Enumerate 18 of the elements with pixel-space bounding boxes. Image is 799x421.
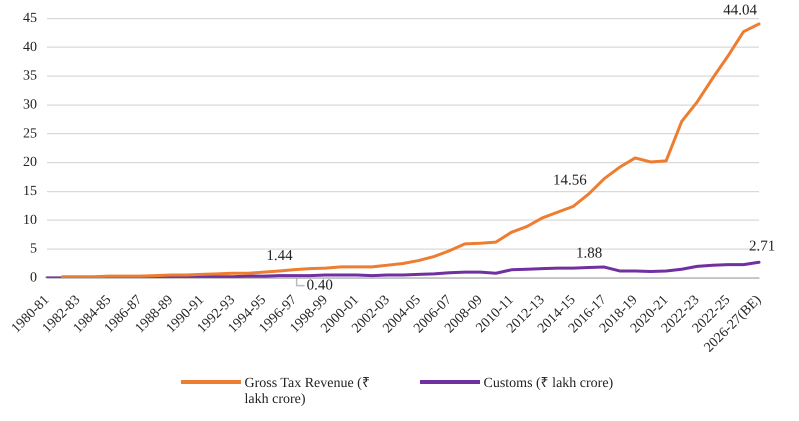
data-label: 1.44	[266, 248, 294, 264]
y-tick-label: 30	[22, 98, 37, 113]
data-label: 44.04	[723, 2, 758, 18]
legend-label: Customs (₹ lakh crore)	[484, 375, 614, 392]
data-label: 2.71	[749, 238, 776, 255]
y-tick-label: 45	[22, 11, 37, 26]
y-tick-label: 5	[30, 242, 37, 257]
y-tick-label: 20	[22, 155, 37, 170]
y-tick-label: 15	[22, 184, 37, 200]
data-label: 0.40	[306, 278, 333, 294]
y-tick-label: 10	[22, 212, 37, 228]
data-label: 14.56	[552, 172, 588, 188]
y-tick-label: 35	[22, 68, 37, 84]
y-tick-label: 25	[22, 126, 37, 142]
y-tick-label: 0	[30, 270, 37, 286]
data-label: 1.88	[576, 245, 602, 262]
y-tick-label: 40	[22, 40, 37, 55]
legend-label: Gross Tax Revenue (₹ lakh crore)	[244, 375, 371, 408]
